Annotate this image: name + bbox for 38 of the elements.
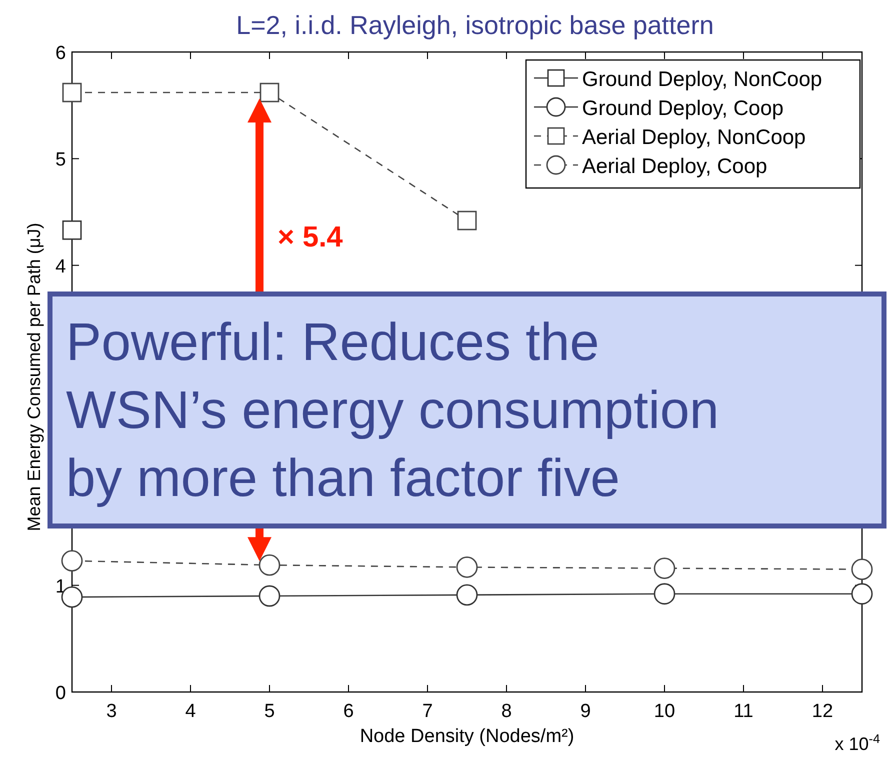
chart-title: L=2, i.i.d. Rayleigh, isotropic base pattern xyxy=(236,10,714,40)
x-tick-label: 10 xyxy=(654,701,676,722)
x-tick-label: 5 xyxy=(264,701,275,722)
x-tick-label: 11 xyxy=(734,701,754,722)
point xyxy=(61,550,83,572)
annotation: Powerful: Reduces the WSN’s energy consumption by more than factor five xyxy=(66,313,719,508)
x-tick-label: 3 xyxy=(106,701,117,722)
point xyxy=(654,558,676,579)
legend-label: Ground Deploy, NonCoop xyxy=(582,68,822,91)
legend-label: Aerial Deploy, NonCoop xyxy=(582,126,806,149)
x-axis-title: Node Density (Nodes/m²) xyxy=(360,726,574,747)
x-tick-label: 8 xyxy=(501,701,512,722)
x-tick-label: 7 xyxy=(422,701,433,722)
text: x 10$^{-4}$ xyxy=(834,732,880,754)
y-tick-label: 5 xyxy=(55,150,66,171)
point xyxy=(62,220,82,240)
point xyxy=(258,585,280,607)
x-tick-label: 9 xyxy=(580,701,591,722)
legend-label: Ground Deploy, Coop xyxy=(582,97,784,120)
text-callout: Powerful: Reduces the WSN’s energy consumption by more than factor five xyxy=(48,292,886,528)
point xyxy=(260,82,280,102)
point xyxy=(654,583,676,605)
y-tick-label: 0 xyxy=(55,683,66,704)
x-tick-label: 4 xyxy=(185,701,196,722)
point xyxy=(258,554,280,576)
point xyxy=(62,82,82,102)
legend-label: Aerial Deploy, Coop xyxy=(582,155,768,178)
point xyxy=(456,584,478,606)
point xyxy=(456,556,478,578)
y-tick-label: 4 xyxy=(55,256,66,278)
x-tick-label: 6 xyxy=(343,701,354,722)
y-axis-title: Mean Energy Consumed per Path (μJ) xyxy=(24,222,44,532)
x-tick-label: 12 xyxy=(812,701,834,722)
point xyxy=(851,583,873,605)
annotation: × 5.4 xyxy=(278,222,343,254)
y-tick-label: 6 xyxy=(55,43,66,64)
point xyxy=(851,558,873,580)
point xyxy=(457,210,477,230)
